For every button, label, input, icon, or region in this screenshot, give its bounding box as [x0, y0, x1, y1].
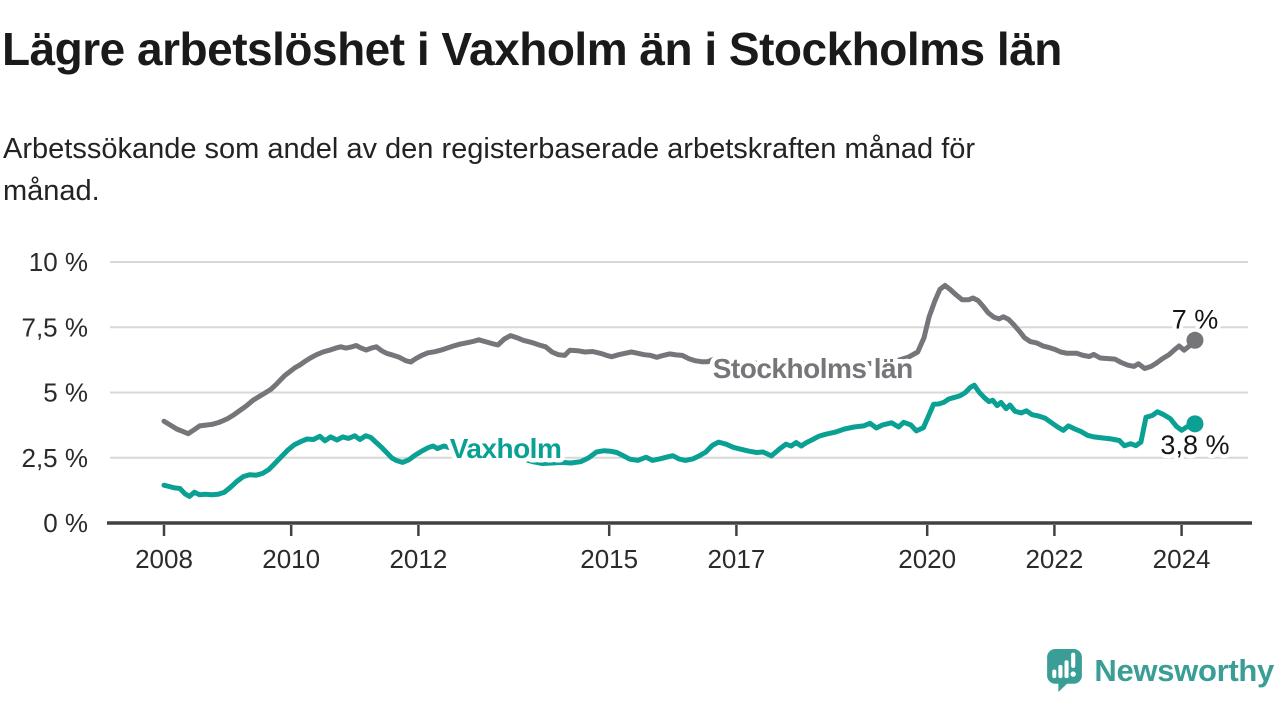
unemployment-line-chart: 0 % 2,5 % 5 % 7,5 % 10 % 2008 2010 2012 2015 2017… — [22, 247, 1252, 574]
chart-subtitle: Arbetssökande som andel av den registerb… — [3, 128, 975, 212]
series-label-vaxholm: Vaxholm — [450, 433, 562, 464]
x-tick-label: 2015 — [580, 544, 638, 574]
x-tick-label: 2020 — [898, 544, 956, 574]
x-tick-label: 2012 — [389, 544, 447, 574]
series-line-vaxholm — [161, 382, 1198, 499]
newsworthy-logo: Newsworthy — [1046, 648, 1274, 693]
newsworthy-bubble-chart-icon — [1047, 649, 1083, 692]
newsworthy-logo-text: Newsworthy — [1094, 652, 1274, 688]
x-tick-label: 2008 — [135, 544, 193, 574]
series-label-stockholm: Stockholms län — [713, 353, 913, 384]
y-tick-label: 10 % — [29, 247, 88, 277]
end-value-label-stockholm: 7 % — [1172, 304, 1219, 334]
series-end-dot-vaxholm — [1186, 415, 1204, 433]
chart-subtitle-line2: månad. — [3, 175, 100, 207]
y-tick-label: 2,5 % — [22, 443, 89, 473]
y-tick-label: 0 % — [43, 508, 88, 538]
series-line-stockholm — [161, 283, 1198, 437]
y-tick-label: 7,5 % — [22, 312, 89, 342]
chart-subtitle-line1: Arbetssökande som andel av den registerb… — [3, 133, 976, 165]
x-tick-label: 2010 — [262, 544, 320, 574]
end-value-label-vaxholm: 3,8 % — [1160, 430, 1229, 460]
y-tick-label: 5 % — [43, 378, 88, 408]
series-end-dot-stockholm — [1186, 331, 1204, 349]
x-tick-label: 2022 — [1025, 544, 1083, 574]
x-tick-label: 2017 — [707, 544, 765, 574]
x-tick-label: 2024 — [1153, 544, 1211, 574]
page-title: Lägre arbetslöshet i Vaxholm än i Stockh… — [2, 23, 1062, 75]
